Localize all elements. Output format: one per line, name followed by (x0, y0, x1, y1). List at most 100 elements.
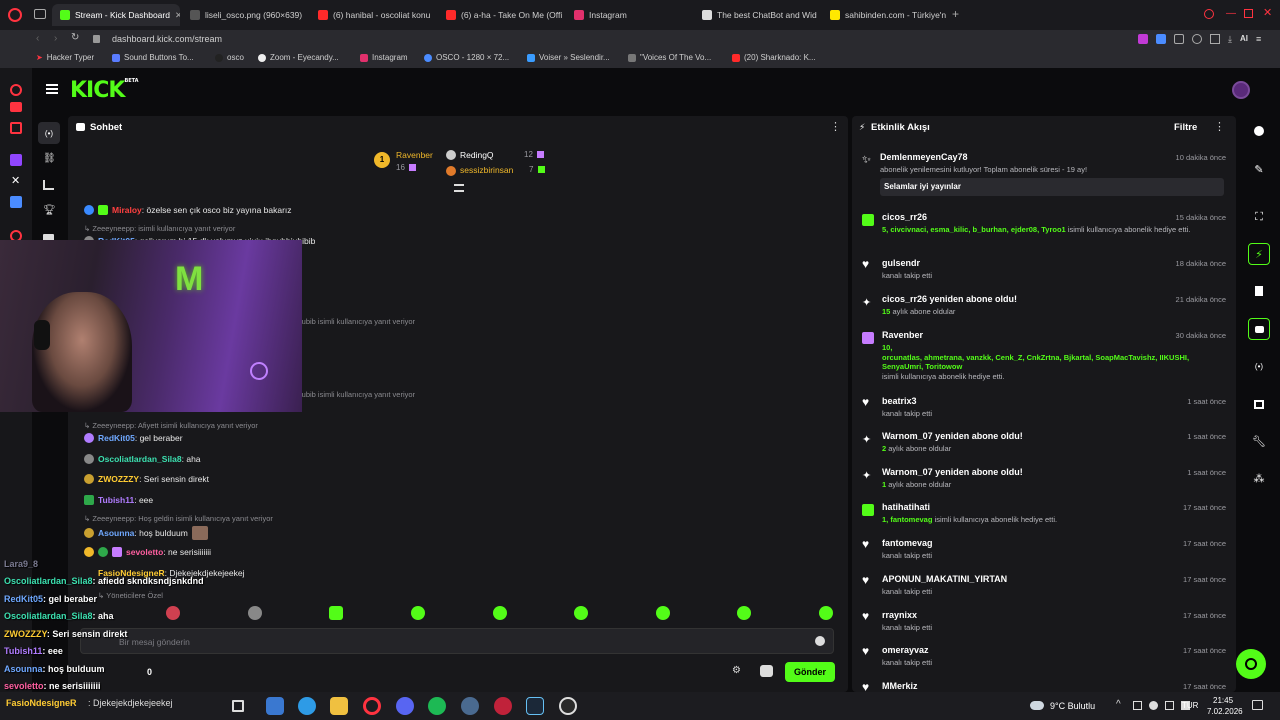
activity-username[interactable]: hatihatihati (882, 502, 931, 512)
weather-text[interactable]: 9°C Bulutlu (1050, 701, 1096, 711)
opera-icon[interactable] (363, 697, 381, 715)
bookmark-osco-image[interactable]: OSCO - 1280 × 72... (424, 53, 509, 62)
emote-button[interactable] (248, 606, 262, 620)
bookmark-sharknado[interactable]: (20) Sharknado: K... (732, 53, 816, 62)
bookmark-instagram[interactable]: Instagram (360, 53, 408, 62)
activity-username[interactable]: MMerkiz (882, 681, 918, 691)
bookmark-voiser[interactable]: Voiser » Seslendir... (527, 53, 610, 62)
leader-name[interactable]: Ravenber (396, 150, 433, 160)
chat-username[interactable]: ZWOZZZY (98, 474, 140, 484)
new-tab-button[interactable]: + (952, 7, 960, 21)
tab-close-icon[interactable]: ✕ (174, 9, 180, 20)
task-view-icon[interactable] (232, 700, 244, 712)
obs-icon[interactable] (559, 697, 577, 715)
collapse-chevron-icon[interactable] (454, 184, 464, 192)
emote-picker-icon[interactable] (760, 665, 773, 677)
forward-icon[interactable]: › (54, 33, 58, 44)
tray-chevron-icon[interactable]: ^ (1116, 699, 1121, 710)
emoji-icon[interactable] (815, 636, 825, 646)
tab-youtube-aha[interactable]: (6) a-ha - Take On Me (Offi (438, 4, 566, 26)
opera-sidebar-icon[interactable] (10, 102, 22, 112)
fullscreen-icon[interactable]: ⛶ (1255, 210, 1263, 223)
minimize-button[interactable]: — (1226, 8, 1236, 19)
tab-image[interactable]: liseli_osco.png (960×639) (182, 4, 310, 26)
notification-icon[interactable] (1252, 700, 1263, 710)
emote-button[interactable] (166, 606, 180, 620)
app-icon[interactable] (461, 697, 479, 715)
activity-options-icon[interactable]: ⋮ (1214, 121, 1225, 133)
discord-icon[interactable] (396, 697, 414, 715)
activity-username[interactable]: DemlenmeyenCay78 (880, 152, 968, 162)
opera-sidebar-icon[interactable] (10, 196, 22, 208)
activity-username[interactable]: beatrix3 (882, 396, 917, 406)
opera-gx-icon[interactable] (494, 697, 512, 715)
emote-button[interactable] (574, 606, 588, 620)
more-rail-icon[interactable] (43, 234, 54, 242)
menu-icon[interactable]: ≡ (1255, 34, 1262, 44)
chat-username[interactable]: RedKit05 (98, 433, 135, 443)
emote-button[interactable] (493, 606, 507, 620)
emote-button[interactable] (737, 606, 751, 620)
download-icon[interactable]: ⤓ (1228, 34, 1232, 44)
chat-username[interactable]: FasioNdesigneR (98, 568, 165, 578)
edge-icon[interactable] (298, 697, 316, 715)
chat-toggle-icon[interactable] (1248, 318, 1270, 340)
support-button[interactable] (1236, 649, 1266, 679)
chat-username[interactable]: Asounna (98, 528, 135, 538)
activity-username[interactable]: APONUN_MAKATINI_YIRTAN (882, 574, 1008, 584)
x-icon[interactable]: ✕ (11, 175, 21, 187)
settings-gear-icon[interactable]: ⚙ (732, 665, 741, 676)
folder-icon[interactable] (330, 697, 348, 715)
language-indicator[interactable]: TUR (1182, 701, 1199, 710)
leader-name[interactable]: RedingQ (460, 150, 494, 160)
cloud-icon[interactable] (1149, 701, 1158, 710)
chat-username[interactable]: Tubish11 (98, 495, 135, 505)
activity-username[interactable]: Ravenber (882, 330, 924, 340)
activity-username[interactable]: omerayvaz (882, 645, 929, 655)
tab-youtube-hanibal[interactable]: (6) hanibal - oscoliat konu (310, 4, 438, 26)
tab-instagram[interactable]: Instagram (566, 4, 694, 26)
chat-username[interactable]: Miraloy (112, 205, 142, 215)
emote-button[interactable] (819, 606, 833, 620)
volume-icon[interactable] (1181, 701, 1190, 710)
emote-button[interactable] (656, 606, 670, 620)
leader-name[interactable]: sessizbirinsan (460, 165, 514, 175)
tab-chatbot[interactable]: The best ChatBot and Wid (694, 4, 822, 26)
lightning-icon[interactable]: ⚡︎ (1248, 243, 1270, 265)
activity-username[interactable]: cicos_rr26 (882, 212, 928, 222)
info-icon[interactable] (1248, 120, 1270, 142)
kick-logo[interactable]: KICKBETA (70, 78, 139, 103)
emote-button[interactable] (411, 606, 425, 620)
extension-icon[interactable] (1138, 34, 1148, 44)
wrench-icon[interactable]: 🔧︎ (1252, 435, 1266, 448)
layout-icon[interactable] (1248, 393, 1270, 415)
twitch-icon[interactable] (10, 154, 22, 166)
bookmark-hacker-typer[interactable]: ➤ Hacker Typer (36, 53, 94, 62)
maximize-button[interactable] (1244, 9, 1253, 18)
link-rail-icon[interactable]: ⛓ (43, 153, 56, 164)
activity-username[interactable]: gulsendr (882, 258, 921, 268)
filter-button[interactable]: Filtre (1174, 122, 1198, 133)
activity-username[interactable]: cicos_rr26 yeniden abone oldu! (882, 294, 1018, 304)
activity-username[interactable]: rraynixx (882, 610, 918, 620)
close-window-button[interactable]: ✕ (1263, 7, 1273, 19)
activity-username[interactable]: fantomevag (882, 538, 933, 548)
camera-icon[interactable] (1210, 34, 1220, 44)
network-icon[interactable] (1133, 701, 1142, 710)
extension-icon[interactable] (1156, 34, 1166, 44)
tab-kick-dashboard[interactable]: Stream - Kick Dashboard ✕ (52, 4, 180, 26)
bookmark-osco[interactable]: osco (215, 53, 244, 62)
steam-icon[interactable] (526, 697, 544, 715)
extension-icon[interactable] (1174, 34, 1184, 44)
trophy-rail-icon[interactable]: 🏆︎ (43, 205, 56, 216)
reload-icon[interactable]: ↻ (71, 32, 80, 43)
user-avatar[interactable] (1232, 81, 1250, 99)
opera-logo-icon[interactable] (8, 8, 22, 22)
emote-button[interactable] (329, 606, 343, 620)
ai-icon[interactable]: AI (1239, 34, 1248, 43)
send-button[interactable]: Gönder (785, 662, 835, 682)
bookmark-voices[interactable]: "Voices Of The Vo... (628, 53, 711, 62)
edit-icon[interactable]: ✎ (1254, 163, 1264, 176)
file-explorer-icon[interactable] (266, 697, 284, 715)
chat-input[interactable]: Bir mesaj gönderin (80, 628, 834, 654)
